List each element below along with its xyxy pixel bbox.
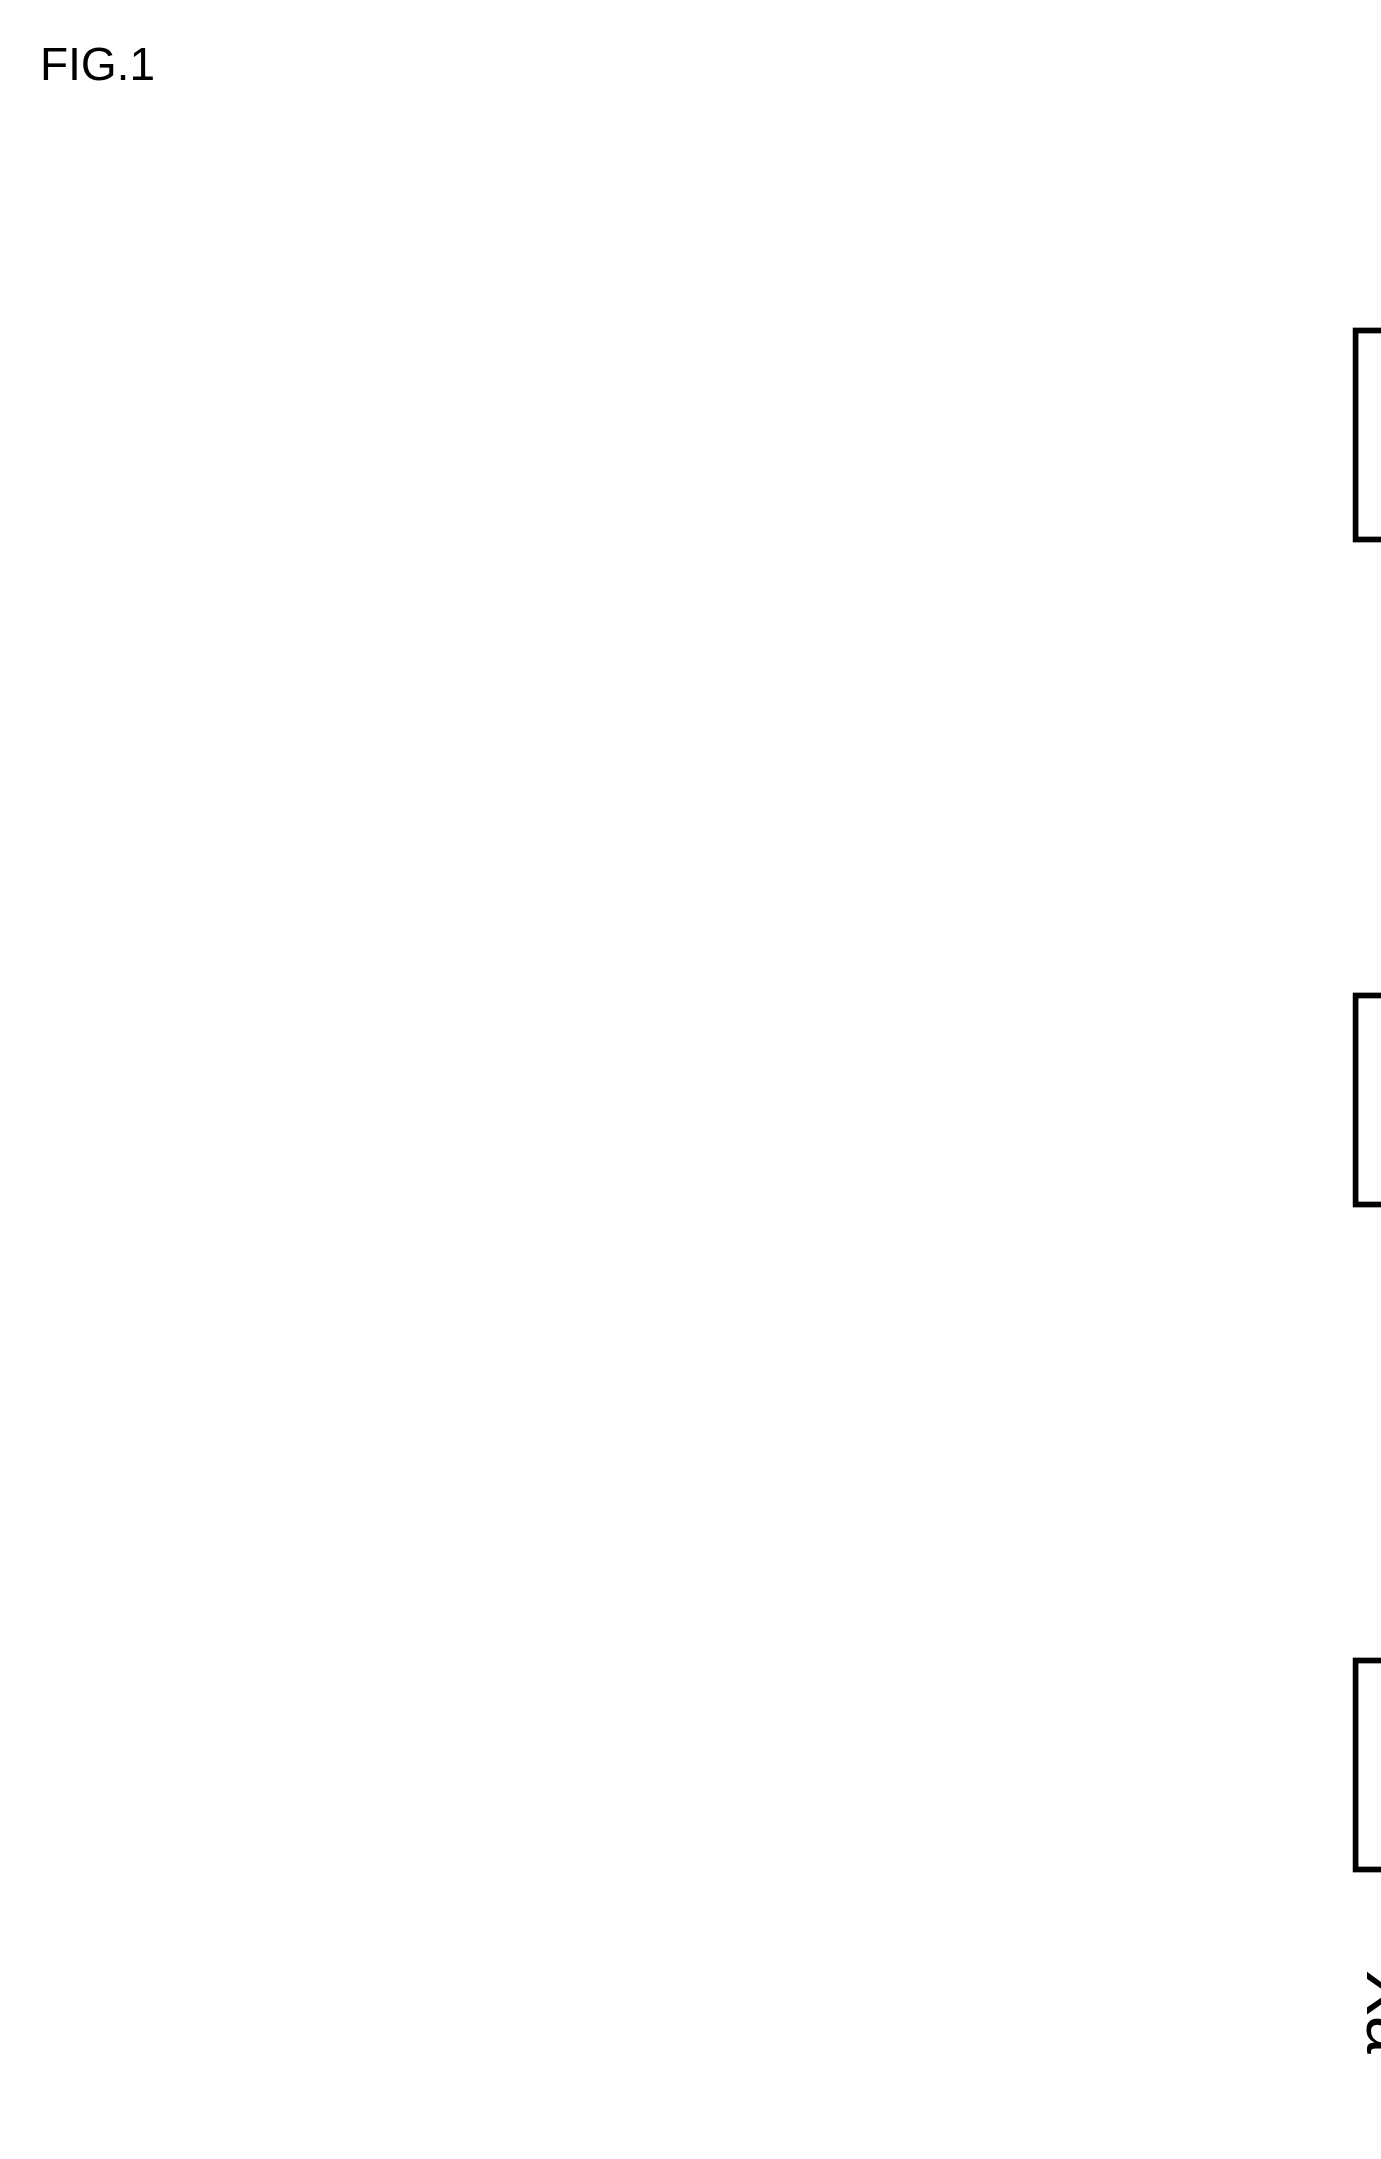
diagram-root: 33231W2222111514131211WXXa — [1352, 222, 1381, 2055]
base-label: Xa — [1352, 1970, 1381, 2055]
base-foot — [1356, 331, 1381, 540]
base-foot — [1356, 1661, 1381, 1870]
base-foot — [1356, 996, 1381, 1205]
figure-title: FIG.1 — [40, 38, 155, 90]
